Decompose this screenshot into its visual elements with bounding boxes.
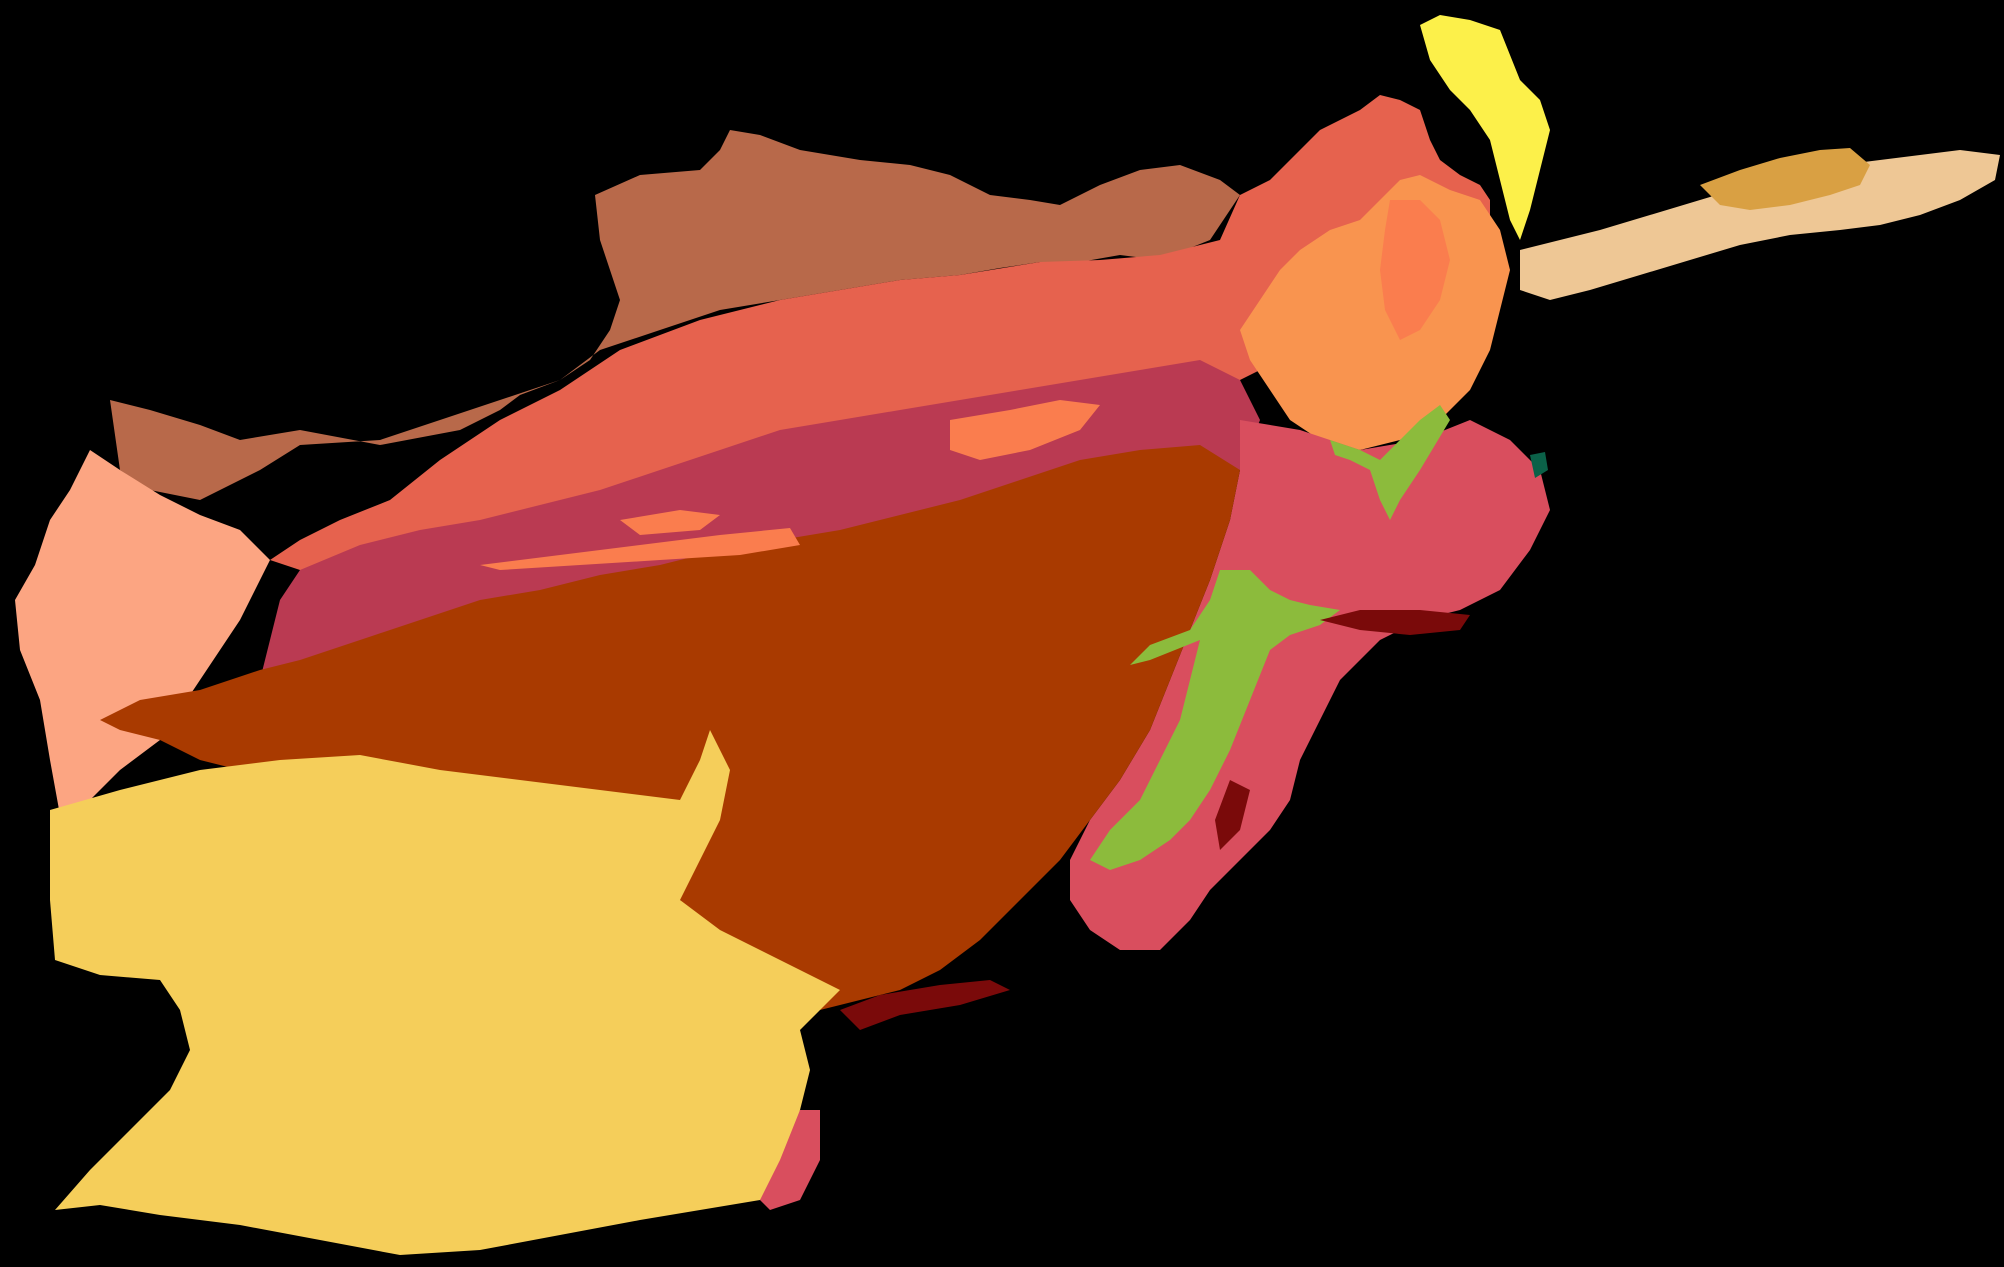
zone-temperate-belt bbox=[270, 95, 1490, 575]
zone-east-humid-north bbox=[1330, 405, 1450, 520]
zone-wakhan-highland bbox=[1700, 148, 1870, 210]
zone-south-hot-desert bbox=[50, 730, 840, 1255]
zone-south-strip bbox=[760, 1110, 820, 1210]
zone-south-border-hot-3 bbox=[1215, 780, 1250, 850]
zone-northeast-valley bbox=[1380, 200, 1450, 340]
zone-central-semi-arid bbox=[100, 445, 1240, 1010]
zone-east-forest bbox=[1530, 452, 1548, 478]
zone-south-border-hot bbox=[1320, 610, 1470, 635]
zone-wakhan-alpine bbox=[1520, 150, 2000, 300]
zone-west-steppe bbox=[15, 450, 270, 815]
zone-central-warm-patch-a bbox=[480, 528, 800, 570]
zone-central-warm-patch-b bbox=[950, 400, 1100, 460]
zone-south-border-hot-2 bbox=[840, 980, 1010, 1030]
zone-central-warm-patch-c bbox=[620, 510, 720, 535]
zone-east-humid bbox=[1090, 570, 1340, 870]
zone-tundra-peaks bbox=[1420, 15, 1550, 240]
zone-cold-desert-north bbox=[110, 130, 1240, 500]
